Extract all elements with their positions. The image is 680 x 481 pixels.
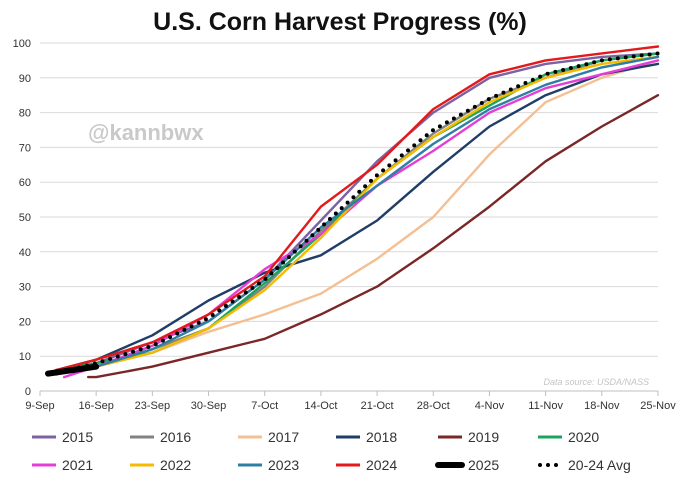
legend-label: 20-24 Avg	[568, 457, 631, 473]
legend-item-2019: 2019	[438, 429, 499, 445]
x-tick-label: 16-Sep	[78, 400, 113, 412]
legend-label: 2024	[366, 457, 397, 473]
x-tick-label: 7-Oct	[251, 400, 278, 412]
legend-item-20-24-avg: 20-24 Avg	[538, 457, 631, 473]
legend-label: 2015	[62, 429, 93, 445]
legend-item-2018: 2018	[336, 429, 397, 445]
series-line-2016	[54, 52, 660, 375]
data-source-text: Data source: USDA/NASS	[543, 377, 649, 387]
y-tick-label: 60	[19, 177, 31, 189]
axes: 0 10 20 30 40 50 60 70 80 90 100 9-Sep 16-Sep 23-Sep 3…	[13, 38, 677, 412]
x-tick-label: 9-Sep	[25, 400, 54, 412]
legend-label: 2018	[366, 429, 397, 445]
y-tick-label: 20	[19, 316, 31, 328]
x-tick-label: 11-Nov	[528, 400, 563, 412]
y-tick-label: 40	[19, 247, 31, 259]
chart-title: U.S. Corn Harvest Progress (%)	[153, 8, 527, 36]
series-line-2019	[86, 93, 660, 379]
legend-item-2020: 2020	[538, 429, 599, 445]
series-line-2022	[54, 55, 660, 375]
legend-label: 2025	[468, 457, 499, 473]
gridlines	[40, 42, 658, 357]
y-tick-label: 0	[25, 386, 31, 398]
y-tick-label: 100	[13, 38, 31, 50]
series-line-2015	[54, 52, 660, 372]
y-tick-label: 80	[19, 108, 31, 120]
y-tick-label: 10	[19, 351, 31, 363]
legend-item-2017: 2017	[238, 429, 299, 445]
legend-item-2021: 2021	[32, 457, 93, 473]
legend-label: 2017	[268, 429, 299, 445]
y-tick-label: 70	[19, 142, 31, 154]
x-tick-label: 23-Sep	[135, 400, 170, 412]
legend-label: 2019	[468, 429, 499, 445]
y-tick-label: 50	[19, 212, 31, 224]
x-tick-label: 28-Oct	[417, 400, 450, 412]
x-tick-label: 21-Oct	[361, 400, 394, 412]
legend-label: 2022	[160, 457, 191, 473]
legend: 2015 2016 2017 2018 2019 2020 2021 2022 2023 2024…	[32, 429, 631, 473]
y-tick-label: 90	[19, 73, 31, 85]
x-tick-label: 14-Oct	[304, 400, 337, 412]
legend-item-2022: 2022	[130, 457, 191, 473]
legend-label: 2016	[160, 429, 191, 445]
legend-item-2015: 2015	[32, 429, 93, 445]
legend-item-2023: 2023	[238, 457, 299, 473]
series-line-2023	[54, 55, 660, 375]
x-tick-label: 25-Nov	[640, 400, 676, 412]
series-line-2021	[62, 59, 660, 379]
y-tick-label: 30	[19, 282, 31, 294]
legend-label: 2020	[568, 429, 599, 445]
x-tick-label: 18-Nov	[584, 400, 620, 412]
legend-item-2016: 2016	[130, 429, 191, 445]
x-tick-label: 4-Nov	[475, 400, 505, 412]
series-line-20-24-avg	[54, 51, 660, 376]
series-line-2018	[54, 62, 660, 372]
legend-item-2024: 2024	[336, 457, 397, 473]
legend-label: 2023	[268, 457, 299, 473]
series-line-2024	[54, 45, 660, 372]
x-tick-label: 30-Sep	[191, 400, 226, 412]
series-group	[45, 45, 660, 379]
legend-item-2025: 2025	[435, 457, 499, 473]
series-line-2020	[54, 52, 660, 372]
legend-label: 2021	[62, 457, 93, 473]
watermark-text: @kannbwx	[88, 120, 204, 145]
